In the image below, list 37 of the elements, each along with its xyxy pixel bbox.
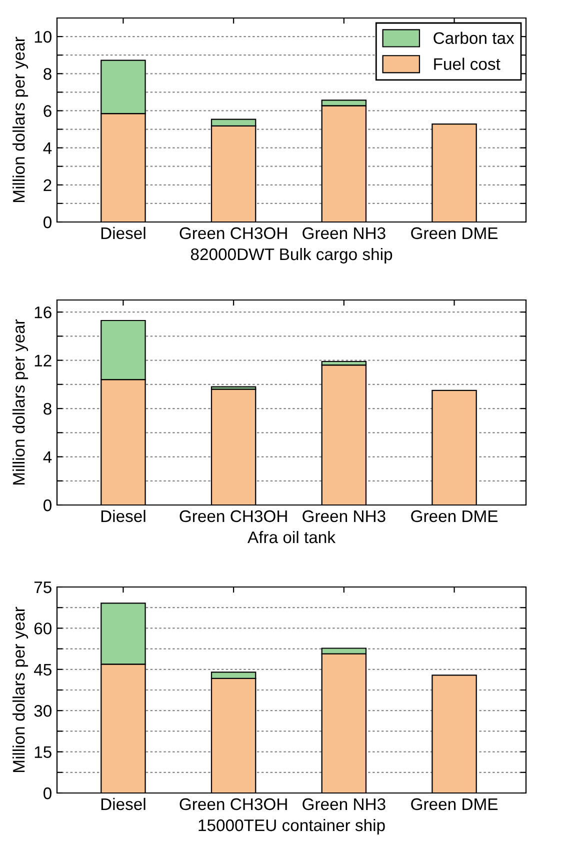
y-tick-label: 2 — [44, 179, 52, 191]
legend-label: Fuel cost — [434, 58, 500, 70]
x-tick-label: Green DME — [411, 510, 498, 522]
x-axis-title: Afra oil tank — [248, 530, 336, 544]
y-tick-label: 4 — [43, 451, 52, 463]
y-tick-label: 60 — [34, 622, 52, 634]
y-tick-label: 0 — [44, 499, 52, 512]
y-tick-label: 0 — [44, 216, 52, 228]
y-axis-title: Million dollars per year — [12, 36, 28, 202]
x-tick-label: Green NH3 — [302, 798, 386, 810]
x-tick-label: Green DME — [411, 798, 498, 810]
y-axis-title: Million dollars per year — [12, 606, 28, 772]
y-tick-label: 8 — [44, 68, 52, 80]
y-tick-label: 10 — [34, 30, 52, 43]
x-tick-label: Diesel — [101, 226, 146, 240]
x-tick-label: Green NH3 — [302, 510, 386, 522]
x-tick-label: Diesel — [101, 798, 146, 810]
y-tick-label: 8 — [44, 402, 52, 415]
y-tick-label: 16 — [34, 306, 52, 318]
y-tick-label: 75 — [34, 582, 52, 594]
y-tick-label: 30 — [34, 705, 52, 717]
x-tick-label: Green CH3OH — [180, 510, 287, 522]
x-tick-label: Green CH3OH — [180, 227, 287, 240]
legend-label: Carbon tax — [434, 32, 514, 44]
y-axis-title: Million dollars per year — [12, 319, 28, 484]
x-axis-title: 15000TEU container ship — [198, 818, 385, 834]
y-tick-label: 12 — [34, 354, 52, 366]
y-tick-label: 4 — [43, 142, 52, 154]
x-tick-label: Green DME — [411, 227, 498, 240]
y-tick-label: 45 — [34, 664, 52, 676]
x-tick-label: Diesel — [101, 510, 146, 522]
y-tick-label: 0 — [44, 787, 52, 800]
x-tick-label: Green CH3OH — [180, 798, 287, 810]
x-tick-label: Green NH3 — [302, 227, 386, 240]
y-tick-label: 6 — [44, 105, 52, 117]
x-axis-title: 82000DWT Bulk cargo ship — [190, 248, 392, 264]
y-tick-label: 15 — [34, 746, 52, 758]
